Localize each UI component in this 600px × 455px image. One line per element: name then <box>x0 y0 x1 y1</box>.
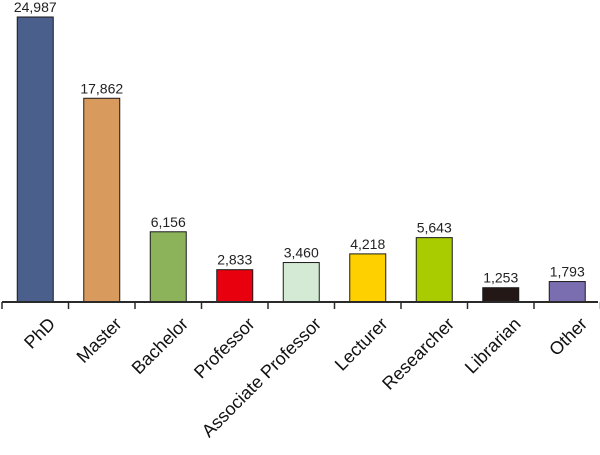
category-label: Bachelor <box>128 314 192 378</box>
category-label: Librarian <box>461 314 525 378</box>
value-label: 24,987 <box>14 0 57 15</box>
bars-group <box>16 16 586 303</box>
value-label: 2,833 <box>217 252 252 268</box>
bar-lecturer <box>349 253 387 303</box>
value-label: 3,460 <box>284 245 319 261</box>
bar-master <box>83 97 121 303</box>
bar-professor <box>216 269 254 303</box>
category-label: Associate Professor <box>198 314 325 441</box>
category-label: Researcher <box>378 314 458 394</box>
bar-other <box>548 281 586 303</box>
value-label: 4,218 <box>350 236 385 252</box>
category-label: Other <box>545 314 591 360</box>
bar-phd <box>16 16 54 303</box>
x-axis-ticks <box>1 302 600 309</box>
category-label: Lecturer <box>331 314 392 375</box>
category-label: Master <box>73 314 126 367</box>
value-label: 6,156 <box>151 214 186 230</box>
value-label: 1,793 <box>550 264 585 280</box>
bar-librarian <box>482 287 520 303</box>
category-label: Professor <box>190 314 259 383</box>
bar-associate-professor <box>282 262 320 303</box>
value-label: 5,643 <box>417 220 452 236</box>
bar-researcher <box>415 237 453 303</box>
bar-bachelor <box>149 231 187 303</box>
value-label: 1,253 <box>483 270 518 286</box>
category-label: PhD <box>20 314 59 353</box>
value-labels-group: 24,987 17,862 6,156 2,833 3,460 4,218 5,643 1,2… <box>14 0 585 286</box>
value-label: 17,862 <box>80 80 123 96</box>
